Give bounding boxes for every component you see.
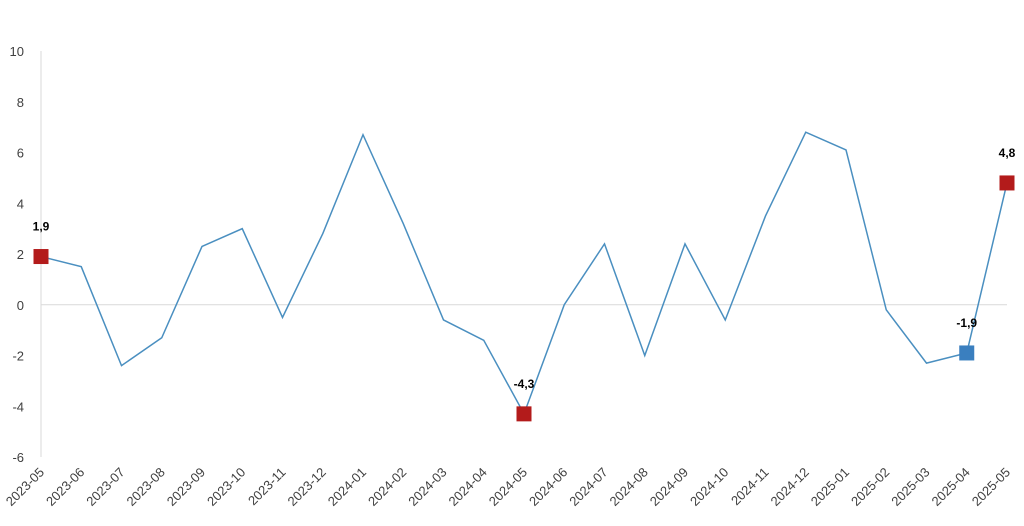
- y-tick-label: 4: [17, 196, 24, 211]
- y-tick-label: -6: [12, 450, 24, 465]
- y-tick-label: 8: [17, 95, 24, 110]
- x-tick-label: 2024-01: [325, 465, 369, 509]
- x-tick-label: 2024-03: [405, 465, 449, 509]
- x-tick-label: 2024-10: [687, 465, 731, 509]
- series-line: [40, 131, 1008, 416]
- x-tick-label: 2023-05: [3, 465, 47, 509]
- data-label: -1,9: [956, 316, 977, 330]
- y-tick-label: 6: [17, 146, 24, 161]
- x-tick-label: 2024-11: [728, 465, 772, 509]
- x-tick-label: 2025-04: [929, 465, 973, 509]
- x-tick-label: 2025-03: [888, 465, 932, 509]
- data-labels: 1,9 -4,3 -1,9 4,8: [33, 146, 1016, 391]
- y-axis-ticks: 10 8 6 4 2 0 -2 -4 -6: [10, 44, 24, 465]
- x-tick-label: 2024-07: [566, 465, 610, 509]
- x-tick-label: 2024-02: [365, 465, 409, 509]
- x-tick-label: 2025-05: [969, 465, 1013, 509]
- y-tick-label: 0: [17, 298, 24, 313]
- data-label: 1,9: [33, 220, 50, 234]
- x-tick-label: 2024-05: [486, 465, 530, 509]
- data-marker: [999, 175, 1015, 191]
- y-tick-label: -4: [12, 399, 24, 414]
- x-tick-label: 2025-01: [808, 465, 852, 509]
- data-label: -4,3: [514, 377, 535, 391]
- y-tick-label: 2: [17, 247, 24, 262]
- x-tick-label: 2023-07: [83, 465, 127, 509]
- x-tick-label: 2023-11: [245, 465, 289, 509]
- x-tick-label: 2024-12: [768, 465, 812, 509]
- highlighted-markers: [33, 175, 1015, 422]
- data-marker: [959, 345, 975, 361]
- x-tick-label: 2023-09: [164, 465, 208, 509]
- x-tick-label: 2023-10: [204, 465, 248, 509]
- data-marker: [516, 406, 532, 422]
- x-tick-label: 2023-08: [124, 465, 168, 509]
- x-tick-label: 2024-04: [446, 465, 490, 509]
- x-tick-label: 2024-06: [526, 465, 570, 509]
- data-label: 4,8: [999, 146, 1016, 160]
- x-tick-label: 2024-08: [607, 465, 651, 509]
- y-tick-label: 10: [10, 44, 24, 59]
- x-tick-label: 2024-09: [647, 465, 691, 509]
- y-tick-label: -2: [12, 349, 24, 364]
- x-tick-label: 2025-02: [848, 465, 892, 509]
- data-marker: [33, 249, 49, 265]
- x-axis-ticks: 2023-052023-062023-072023-082023-092023-…: [3, 465, 1013, 509]
- x-tick-label: 2023-06: [43, 465, 87, 509]
- x-tick-label: 2023-12: [285, 465, 329, 509]
